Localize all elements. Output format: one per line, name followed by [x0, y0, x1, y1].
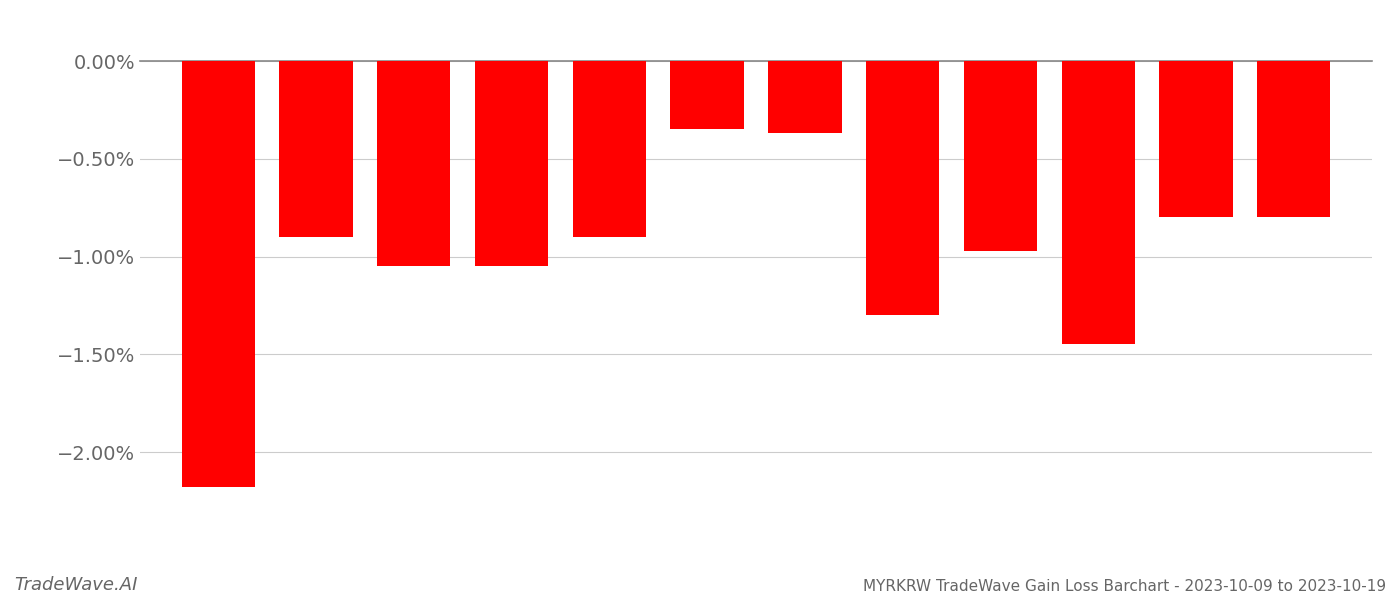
Bar: [1061, 61, 1135, 344]
Text: MYRKRW TradeWave Gain Loss Barchart - 2023-10-09 to 2023-10-19: MYRKRW TradeWave Gain Loss Barchart - 20…: [862, 579, 1386, 594]
Bar: [963, 61, 1037, 251]
Bar: [475, 61, 549, 266]
Bar: [867, 61, 939, 315]
Bar: [1159, 61, 1232, 217]
Bar: [573, 61, 645, 237]
Bar: [671, 61, 743, 130]
Bar: [377, 61, 451, 266]
Text: TradeWave.AI: TradeWave.AI: [14, 576, 137, 594]
Bar: [182, 61, 255, 487]
Bar: [1257, 61, 1330, 217]
Bar: [769, 61, 841, 133]
Bar: [280, 61, 353, 237]
